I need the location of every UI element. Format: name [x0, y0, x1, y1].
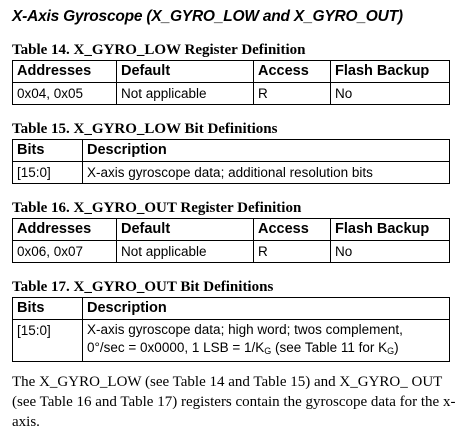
cell-addresses: 0x06, 0x07: [12, 240, 117, 263]
table-header-row: Bits Description: [12, 297, 450, 320]
cell-access: R: [253, 240, 331, 263]
cell-description: X-axis gyroscope data; additional resolu…: [82, 161, 450, 184]
body-paragraph: The X_GYRO_LOW (see Table 14 and Table 1…: [12, 374, 456, 430]
header-access: Access: [253, 218, 331, 241]
header-bits: Bits: [12, 139, 83, 162]
table-16: Addresses Default Access Flash Backup 0x…: [12, 218, 450, 263]
cell-addresses: 0x04, 0x05: [12, 82, 117, 105]
table-17-caption: Table 17. X_GYRO_OUT Bit Definitions: [12, 279, 274, 295]
subscript-g: G: [387, 346, 395, 356]
subscript-g: G: [264, 346, 272, 356]
cell-access: R: [253, 82, 331, 105]
table-16-caption: Table 16. X_GYRO_OUT Register Definition: [12, 200, 302, 216]
table-row: [15:0] X-axis gyroscope data; additional…: [12, 161, 450, 184]
header-bits: Bits: [12, 297, 83, 320]
table-row: 0x04, 0x05 Not applicable R No: [12, 82, 450, 105]
cell-flash-backup: No: [330, 82, 450, 105]
header-default: Default: [116, 218, 254, 241]
header-addresses: Addresses: [12, 218, 117, 241]
table-header-row: Addresses Default Access Flash Backup: [12, 218, 450, 241]
header-flash-backup: Flash Backup: [330, 60, 450, 83]
header-access: Access: [253, 60, 331, 83]
cell-default: Not applicable: [116, 82, 254, 105]
header-default: Default: [116, 60, 254, 83]
header-description: Description: [82, 139, 450, 162]
description-line-2a: 0°/sec = 0x0000, 1 LSB = 1/K: [87, 340, 265, 355]
header-description: Description: [82, 297, 450, 320]
table-14-caption: Table 14. X_GYRO_LOW Register Definition: [12, 42, 306, 58]
table-header-row: Addresses Default Access Flash Backup: [12, 60, 450, 83]
document-page: X-Axis Gyroscope (X_GYRO_LOW and X_GYRO_…: [12, 7, 459, 432]
header-addresses: Addresses: [12, 60, 117, 83]
cell-description: X-axis gyroscope data; high word; twos c…: [82, 319, 450, 362]
table-row: [15:0] X-axis gyroscope data; high word;…: [12, 319, 450, 362]
cell-default: Not applicable: [116, 240, 254, 263]
description-line-1: X-axis gyroscope data; high word; twos c…: [87, 322, 403, 337]
cell-bits: [15:0]: [12, 319, 83, 362]
table-15-caption: Table 15. X_GYRO_LOW Bit Definitions: [12, 121, 278, 137]
table-14: Addresses Default Access Flash Backup 0x…: [12, 60, 450, 105]
table-header-row: Bits Description: [12, 139, 450, 162]
table-row: 0x06, 0x07 Not applicable R No: [12, 240, 450, 263]
description-line-2c: ): [394, 340, 399, 355]
table-17: Bits Description [15:0] X-axis gyroscope…: [12, 297, 450, 362]
cell-flash-backup: No: [330, 240, 450, 263]
section-heading: X-Axis Gyroscope (X_GYRO_LOW and X_GYRO_…: [12, 8, 403, 25]
table-15: Bits Description [15:0] X-axis gyroscope…: [12, 139, 450, 184]
description-line-2b: (see Table 11 for K: [271, 340, 388, 355]
cell-bits: [15:0]: [12, 161, 83, 184]
header-flash-backup: Flash Backup: [330, 218, 450, 241]
